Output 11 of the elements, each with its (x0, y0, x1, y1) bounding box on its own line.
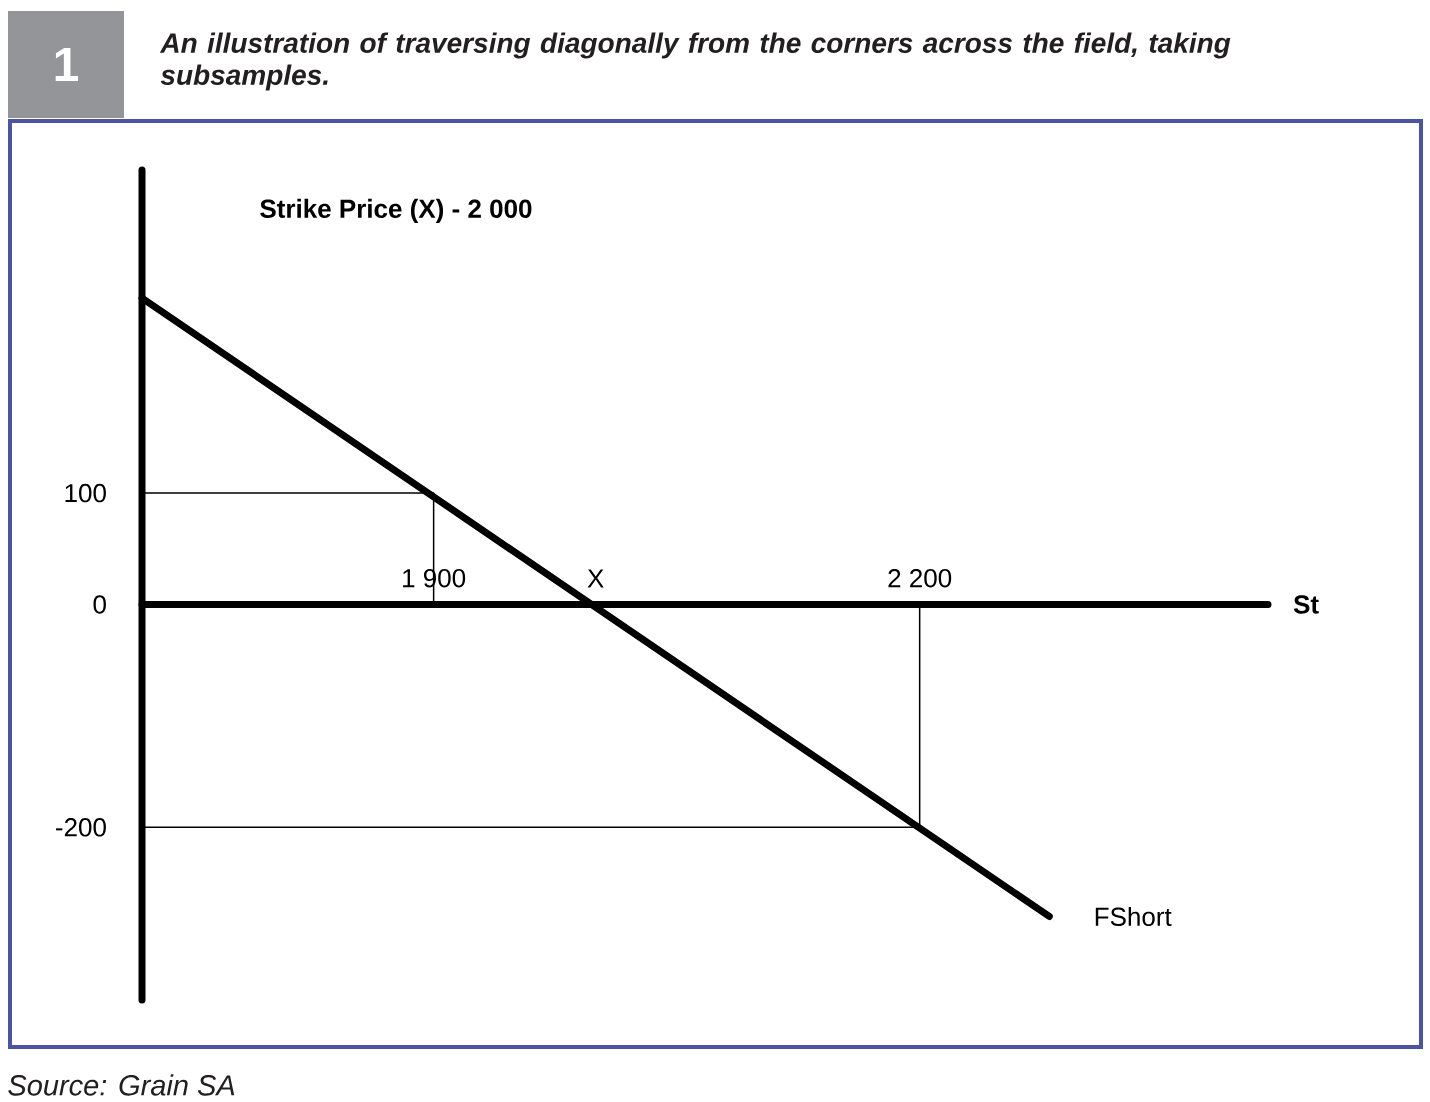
y-tick-label: 100 (65, 483, 106, 503)
y-tick-label: 0 (93, 595, 106, 614)
source-note: Source: Grain SA (8, 1074, 235, 1096)
chart-title: An illustration of traversing diagonally from the corners across the field, taking subsamples. (159, 32, 1231, 91)
annotation: Strike Price (X) - 2 000 (260, 198, 532, 224)
y-tick-label: -200 (56, 818, 106, 837)
series-label: FShort (1095, 906, 1172, 926)
text: 1 (55, 47, 78, 82)
x-tick-label: X (587, 569, 604, 588)
x-axis-title: St (1293, 595, 1319, 614)
x-tick-label: 2 200 (888, 569, 952, 588)
